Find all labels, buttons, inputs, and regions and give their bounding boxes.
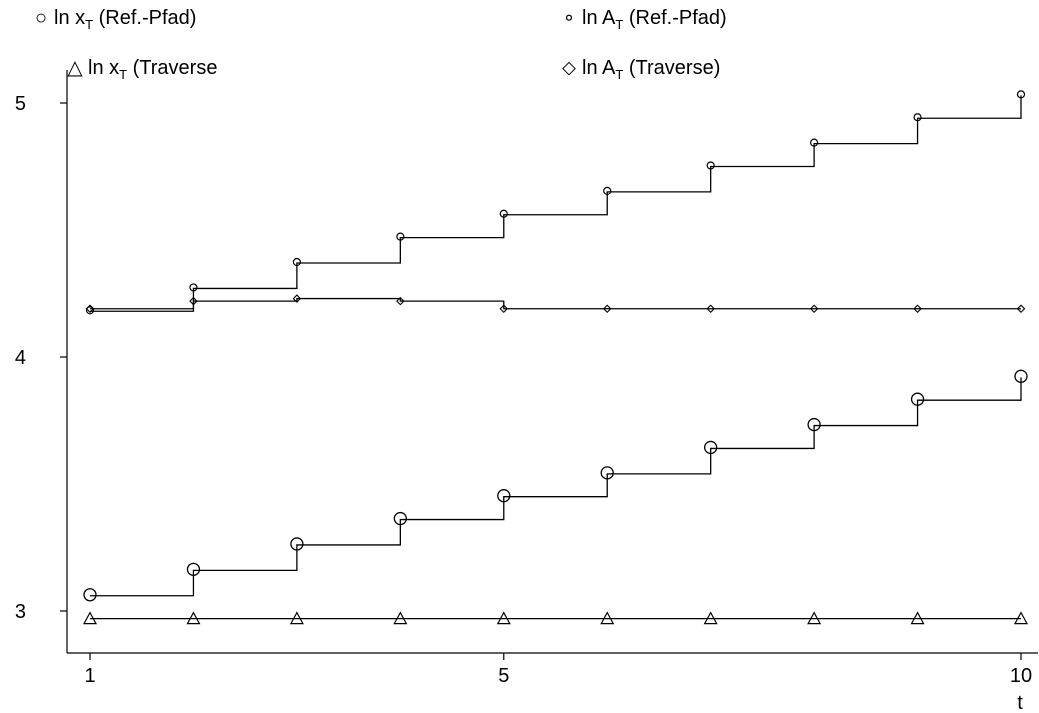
data-point-small-circle bbox=[1016, 90, 1026, 99]
data-point-large-circle bbox=[290, 537, 304, 551]
series-2 bbox=[82, 611, 1029, 625]
legend-label-main: ln A bbox=[582, 57, 616, 79]
diamond-marker-icon: ⬦ bbox=[562, 57, 576, 79]
small-circle-marker-icon: ∘ bbox=[562, 7, 576, 29]
data-point-large-circle bbox=[497, 489, 511, 503]
series-1 bbox=[85, 90, 1026, 315]
data-point-diamond bbox=[396, 296, 405, 306]
x-tick-label: 10 bbox=[1010, 665, 1032, 687]
data-point-triangle bbox=[807, 611, 822, 625]
x-tick-label: 1 bbox=[84, 665, 95, 687]
data-point-small-circle bbox=[603, 186, 612, 195]
data-point-large-circle bbox=[1014, 369, 1028, 383]
series-step-line bbox=[90, 377, 1022, 597]
legend-item-ln-a-ref: ∘ ln AT (Ref.-Pfad) bbox=[560, 6, 727, 37]
legend-label-rest: (Ref.-Pfad) bbox=[93, 7, 197, 29]
legend-label-sub: T bbox=[119, 67, 128, 82]
data-point-large-circle bbox=[83, 588, 97, 602]
legend-label-sub: T bbox=[615, 67, 624, 82]
data-point-small-circle bbox=[913, 113, 922, 122]
x-tick-label: 5 bbox=[498, 665, 509, 687]
data-point-small-circle bbox=[292, 257, 301, 267]
data-point-triangle bbox=[289, 611, 304, 625]
data-point-diamond bbox=[189, 296, 198, 306]
legend-label-main: ln x bbox=[54, 7, 86, 29]
legend-label-sub: T bbox=[615, 17, 624, 32]
data-point-small-circle bbox=[706, 161, 715, 170]
data-point-large-circle bbox=[807, 417, 821, 432]
data-point-diamond bbox=[1016, 304, 1026, 314]
triangle-marker-icon: △ bbox=[67, 57, 83, 79]
data-point-diamond bbox=[706, 304, 715, 314]
legend-label-rest: (Traverse) bbox=[623, 57, 721, 79]
series-3 bbox=[85, 294, 1026, 314]
data-point-diamond bbox=[602, 304, 612, 314]
y-tick-label: 3 bbox=[15, 601, 26, 623]
series-step-line bbox=[90, 297, 1021, 310]
legend-label-rest: (Traverse bbox=[127, 57, 218, 79]
data-point-small-circle bbox=[85, 306, 95, 315]
data-point-triangle bbox=[186, 611, 201, 625]
series-group bbox=[82, 90, 1029, 625]
data-point-large-circle bbox=[600, 466, 614, 480]
data-point-large-circle bbox=[186, 562, 201, 577]
data-point-small-circle bbox=[499, 209, 508, 218]
data-point-small-circle bbox=[189, 283, 198, 292]
data-point-large-circle bbox=[704, 440, 718, 455]
data-point-triangle bbox=[82, 611, 98, 625]
y-tick-label: 4 bbox=[15, 347, 26, 369]
data-point-triangle bbox=[496, 611, 511, 625]
legend-item-ln-x-ref: ○ ln xT (Ref.-Pfad) bbox=[32, 6, 196, 37]
data-point-large-circle bbox=[393, 511, 407, 526]
series-0 bbox=[83, 369, 1028, 602]
data-point-triangle bbox=[703, 611, 718, 625]
data-point-triangle bbox=[393, 611, 408, 625]
axes: 1 5 10 3 4 5 t bbox=[15, 70, 1038, 713]
y-tick-label: 5 bbox=[15, 93, 26, 115]
x-axis-label: t bbox=[1017, 692, 1023, 713]
data-point-large-circle bbox=[910, 392, 925, 406]
data-point-diamond bbox=[85, 304, 95, 314]
legend-label-sub: T bbox=[85, 17, 94, 32]
data-point-small-circle bbox=[810, 138, 819, 147]
data-point-triangle bbox=[910, 611, 925, 625]
data-point-triangle bbox=[1013, 611, 1029, 625]
data-point-diamond bbox=[809, 304, 819, 314]
data-point-triangle bbox=[600, 611, 615, 625]
legend-label-rest: (Ref.-Pfad) bbox=[623, 7, 727, 29]
series-step-line bbox=[90, 95, 1022, 312]
legend-label-main: ln x bbox=[88, 57, 120, 79]
legend-item-ln-a-traverse: ⬦ ln AT (Traverse) bbox=[560, 56, 720, 87]
data-point-diamond bbox=[913, 304, 922, 314]
data-point-small-circle bbox=[396, 232, 405, 241]
data-point-diamond bbox=[499, 304, 509, 314]
data-point-diamond bbox=[292, 294, 302, 303]
circle-marker-icon: ○ bbox=[34, 7, 48, 29]
legend-item-ln-x-traverse: △ ln xT (Traverse bbox=[66, 56, 217, 87]
legend-label-main: ln A bbox=[582, 7, 616, 29]
